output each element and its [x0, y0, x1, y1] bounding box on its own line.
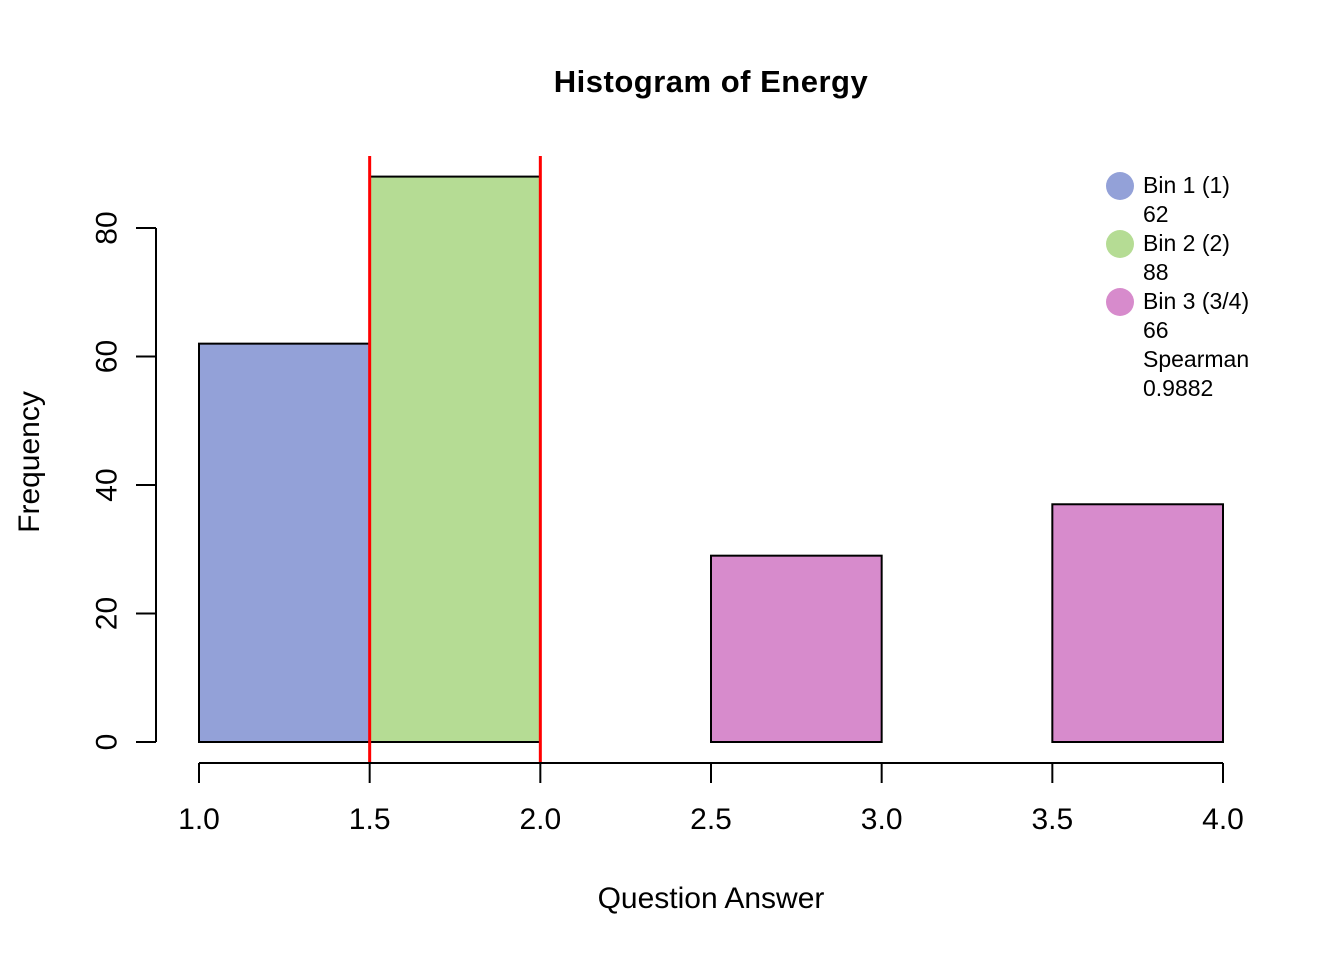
- x-tick-label: 3.0: [861, 803, 903, 836]
- y-tick-label: 20: [91, 597, 124, 630]
- legend-label: Bin 2 (2): [1143, 230, 1230, 256]
- histogram-bar-bin-6: [1051, 503, 1225, 743]
- legend-item-3: Bin 3 (3/4) 66 Spearman 0.9882: [1106, 287, 1249, 403]
- legend-swatch-icon: [1106, 230, 1134, 258]
- x-tick-label: 1.5: [349, 803, 391, 836]
- legend-label: Bin 1 (1): [1143, 172, 1230, 198]
- x-tick-label: 3.5: [1031, 803, 1073, 836]
- legend-value: 88: [1143, 259, 1169, 285]
- histogram-bar-bin-4: [710, 554, 883, 743]
- legend-value: 62: [1143, 201, 1169, 227]
- chart-title: Histogram of Energy: [553, 64, 869, 99]
- legend-value: 0.9882: [1143, 375, 1214, 401]
- y-tick-label: 80: [91, 211, 124, 244]
- x-tick-label: 4.0: [1202, 803, 1244, 836]
- legend-item-lines: Bin 3 (3/4) 66 Spearman 0.9882: [1143, 287, 1249, 403]
- legend-value: 66: [1143, 317, 1169, 343]
- legend: Bin 1 (1) 62 Bin 2 (2) 88 Bin 3 (3/4) 66 Spear…: [1106, 171, 1249, 403]
- histogram-bar-bin-1: [198, 342, 371, 743]
- legend-swatch-icon: [1106, 172, 1134, 200]
- legend-value: Spearman: [1143, 346, 1250, 372]
- legend-item-1: Bin 1 (1) 62: [1106, 171, 1249, 229]
- x-tick-label: 1.0: [178, 803, 220, 836]
- x-tick-label: 2.5: [690, 803, 732, 836]
- x-tick-label: 2.0: [519, 803, 561, 836]
- histogram-bar-bin-2: [368, 175, 542, 744]
- legend-label: Bin 3 (3/4): [1143, 288, 1250, 314]
- y-tick-label: 0: [91, 734, 124, 751]
- legend-item-lines: Bin 2 (2) 88: [1143, 229, 1230, 287]
- legend-item-lines: Bin 1 (1) 62: [1143, 171, 1230, 229]
- legend-item-2: Bin 2 (2) 88: [1106, 229, 1249, 287]
- y-tick-label: 60: [91, 340, 124, 373]
- y-tick-label: 40: [91, 468, 124, 501]
- y-axis-title: Frequency: [13, 391, 46, 533]
- x-axis-title: Question Answer: [597, 882, 825, 915]
- legend-swatch-icon: [1106, 288, 1134, 316]
